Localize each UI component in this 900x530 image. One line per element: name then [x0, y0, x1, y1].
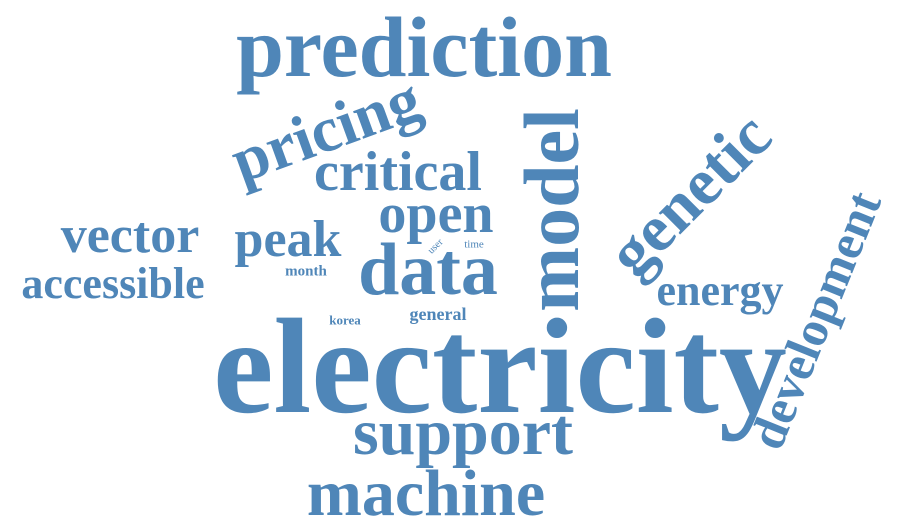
word-data: data — [358, 229, 498, 311]
word-general: general — [409, 304, 467, 324]
word-month: month — [285, 263, 327, 280]
word-vector: vector — [60, 207, 200, 264]
word-prediction: prediction — [236, 0, 612, 95]
word-model: model — [508, 108, 595, 312]
word-korea: korea — [329, 312, 361, 328]
word-accessible: accessible — [21, 259, 205, 308]
word-genetic: genetic — [593, 98, 786, 291]
word-machine: machine — [306, 457, 546, 530]
word-critical: critical — [314, 141, 482, 203]
word-peak: peak — [234, 211, 342, 268]
word-support: support — [352, 396, 574, 469]
word-energy: energy — [656, 266, 784, 315]
word-time: time — [464, 238, 484, 251]
word-electricity: electricity — [213, 292, 787, 442]
word-open: open — [378, 183, 494, 245]
